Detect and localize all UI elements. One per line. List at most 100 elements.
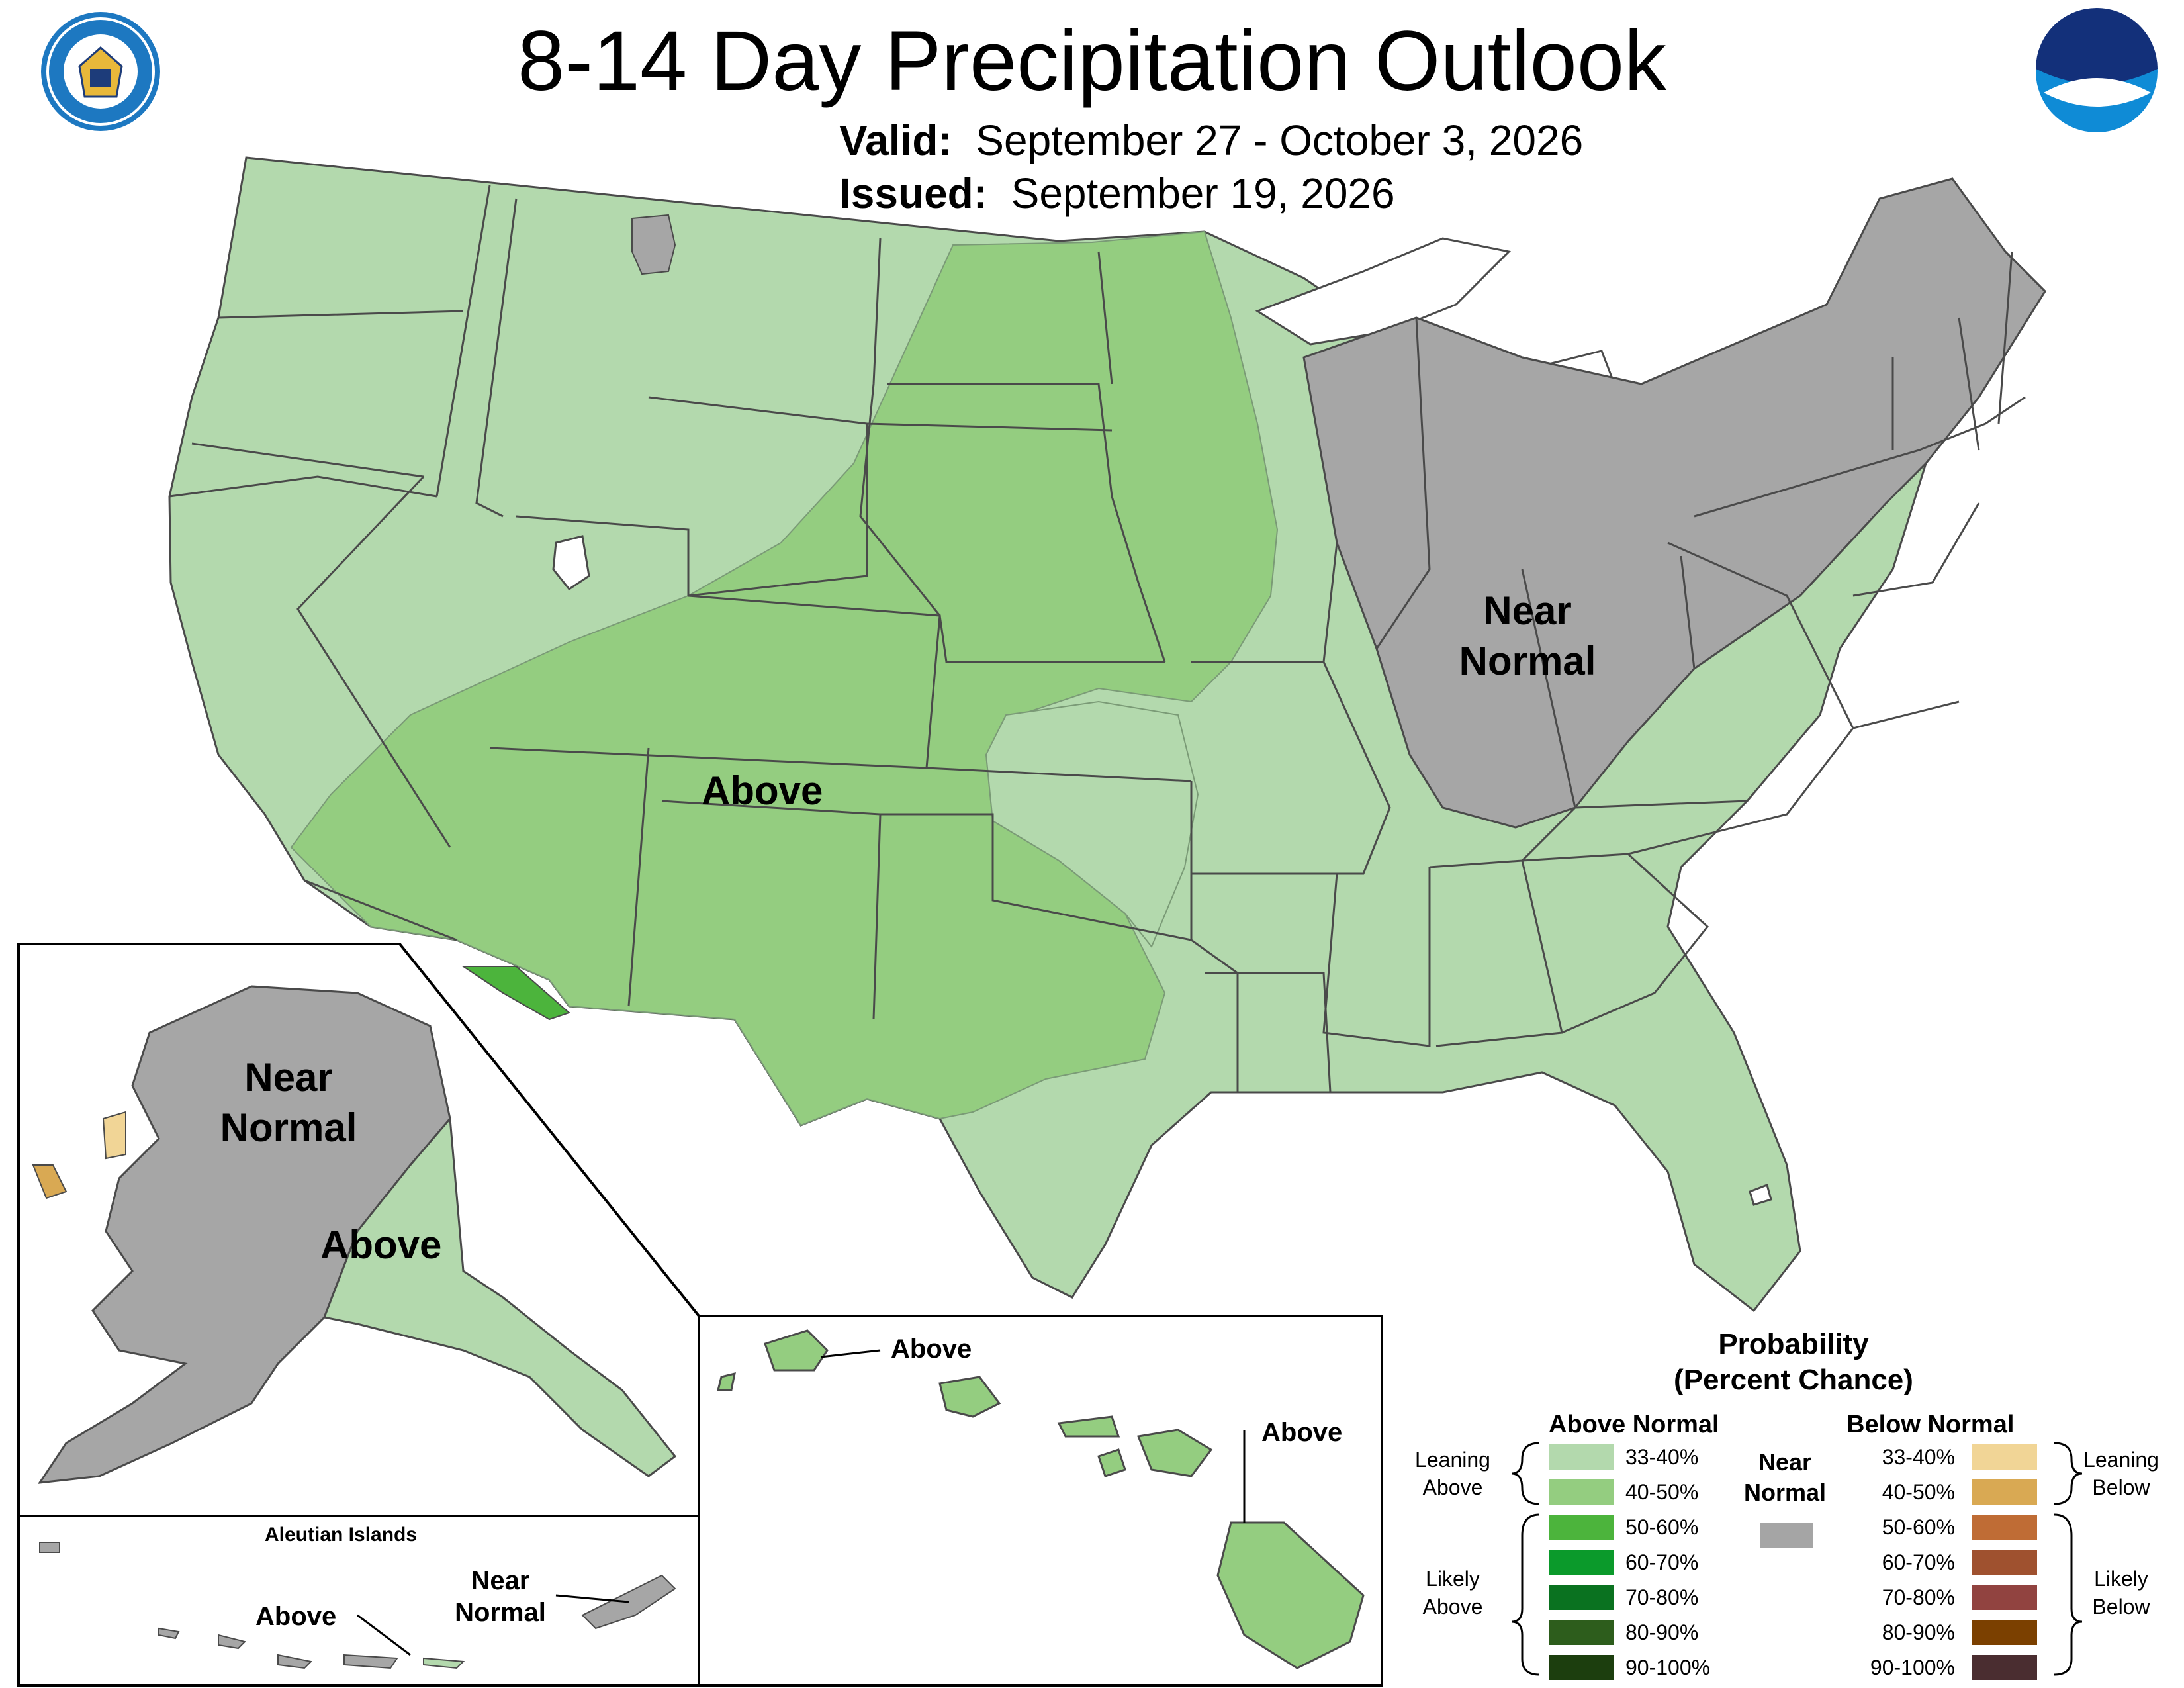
great-salt-lake — [552, 535, 590, 591]
leaning-above-line2: Above — [1422, 1476, 1483, 1499]
legend-swatch — [1972, 1444, 2037, 1470]
conus-above-label: Above — [702, 769, 823, 813]
aleutian-title: Aleutian Islands — [265, 1524, 418, 1546]
legend-row: 60-70% — [1866, 1547, 2131, 1577]
legend-label: 90-100% — [1870, 1656, 1955, 1679]
legend-label: 60-70% — [1625, 1550, 1699, 1574]
legend-title-line1: Probability — [1718, 1328, 1869, 1360]
commerce-seal-icon — [41, 12, 160, 131]
legend-swatch — [1549, 1444, 1614, 1470]
conus-near-normal-area — [1302, 177, 2046, 829]
legend-label: 33-40% — [1625, 1445, 1699, 1469]
legend-label: 50-60% — [1625, 1515, 1699, 1539]
legend-row: 60-70% — [1549, 1547, 1813, 1577]
aleutian-inset — [17, 1515, 700, 1687]
page-title: 8-14 Day Precipitation Outlook — [518, 14, 1666, 109]
leaning-below-label: Leaning Below — [2071, 1446, 2171, 1501]
valid-dates: Valid: September 27 - October 3, 2026 — [839, 114, 1583, 167]
issued-label: Issued: — [839, 169, 988, 217]
issued-value: September 19, 2026 — [1011, 169, 1395, 217]
legend-label: 50-60% — [1882, 1515, 1955, 1539]
above-normal-header: Above Normal — [1549, 1411, 1719, 1438]
alaska-near-label-line1: Near — [244, 1055, 333, 1100]
legend-title: Probability (Percent Chance) — [1615, 1327, 1972, 1398]
legend-swatch — [1972, 1515, 2037, 1540]
hawaii-above-label-2: Above — [1261, 1418, 1343, 1447]
near-normal-legend-label: Near Normal — [1742, 1447, 1828, 1508]
legend-label: 70-80% — [1882, 1585, 1955, 1609]
legend-swatch — [1972, 1550, 2037, 1575]
likely-below-line2: Below — [2092, 1595, 2150, 1618]
legend-row: 40-50% — [1549, 1477, 1813, 1507]
leaning-above-line1: Leaning — [1415, 1448, 1490, 1472]
legend-row: 80-90% — [1866, 1617, 2131, 1648]
valid-label: Valid: — [839, 117, 952, 164]
legend-label: 80-90% — [1625, 1620, 1699, 1644]
legend-row: 40-50% — [1866, 1477, 2131, 1507]
noaa-logo-icon — [2036, 8, 2158, 132]
aleutian-above-label: Above — [255, 1602, 337, 1631]
legend-label: 70-80% — [1625, 1585, 1699, 1609]
legend-row: 90-100% — [1866, 1652, 2131, 1683]
alaska-near-normal-area — [37, 985, 451, 1484]
likely-below-label: Likely Below — [2071, 1565, 2171, 1620]
conus-near-label-line2: Normal — [1459, 639, 1596, 683]
likely-below-line1: Likely — [2094, 1567, 2148, 1591]
legend-swatch — [1972, 1655, 2037, 1680]
conus-near-label-line1: Near — [1483, 588, 1572, 633]
legend-row: 70-80% — [1866, 1582, 2131, 1613]
leaning-below-line2: Below — [2092, 1476, 2150, 1499]
near-normal-swatch — [1760, 1523, 1813, 1548]
legend-label: 40-50% — [1882, 1480, 1955, 1504]
conus-leaning-above-inner — [985, 700, 1199, 948]
legend-row: 50-60% — [1549, 1512, 1813, 1542]
legend-swatch — [1549, 1479, 1614, 1505]
legend-swatch — [1549, 1515, 1614, 1540]
legend-label: 80-90% — [1882, 1620, 1955, 1644]
alaska-above-area — [322, 1116, 677, 1477]
alaska-leaning-below-area — [102, 1111, 126, 1160]
issued-date: Issued: September 19, 2026 — [839, 167, 1395, 220]
legend-swatch — [1549, 1655, 1614, 1680]
legend-swatch — [1549, 1585, 1614, 1610]
hawaii-above-label-1: Above — [891, 1335, 972, 1364]
montana-near-normal-spot — [631, 214, 676, 275]
legend-row: 70-80% — [1549, 1582, 1813, 1613]
alaska-near-label-line2: Normal — [220, 1105, 357, 1150]
legend-row: 33-40% — [1866, 1442, 2131, 1472]
aleutian-near-label-line2: Normal — [455, 1598, 546, 1627]
conus-near-normal-label: Near Normal — [1435, 586, 1620, 686]
alaska-inset — [17, 943, 700, 1517]
legend-swatch — [1549, 1550, 1614, 1575]
legend-label: 60-70% — [1882, 1550, 1955, 1574]
aleutian-near-label-line1: Near — [471, 1566, 530, 1595]
valid-value: September 27 - October 3, 2026 — [976, 117, 1584, 164]
hawaii-inset — [698, 1315, 1383, 1687]
alaska-near-normal-label: Near Normal — [196, 1053, 381, 1153]
legend-swatch — [1972, 1585, 2037, 1610]
leaning-above-label: Leaning Above — [1403, 1446, 1502, 1501]
legend-row: 33-40% — [1549, 1442, 1813, 1472]
lake-okeechobee — [1749, 1184, 1772, 1206]
near-normal-line1: Near — [1758, 1448, 1812, 1476]
legend-swatch — [1972, 1620, 2037, 1645]
below-normal-header: Below Normal — [1846, 1411, 2015, 1438]
legend-row: 50-60% — [1866, 1512, 2131, 1542]
conus-above-40-50-area — [290, 230, 1279, 1127]
legend-swatch — [1972, 1479, 2037, 1505]
alaska-above-label: Above — [320, 1223, 442, 1267]
conus-above-50-60-area — [461, 966, 570, 1021]
likely-above-line1: Likely — [1426, 1567, 1480, 1591]
legend-row: 90-100% — [1549, 1652, 1813, 1683]
leaning-below-line1: Leaning — [2083, 1448, 2159, 1472]
legend-swatch — [1549, 1620, 1614, 1645]
legend-label: 40-50% — [1625, 1480, 1699, 1504]
legend-title-line2: (Percent Chance) — [1674, 1364, 1913, 1396]
likely-above-line2: Above — [1422, 1595, 1483, 1618]
legend-label: 33-40% — [1882, 1445, 1955, 1469]
legend-row: 80-90% — [1549, 1617, 1813, 1648]
legend-braces — [1511, 1442, 2083, 1676]
near-normal-line2: Normal — [1743, 1479, 1827, 1506]
aleutian-near-normal-label: Near Normal — [447, 1565, 553, 1628]
legend-label: 90-100% — [1625, 1656, 1711, 1679]
